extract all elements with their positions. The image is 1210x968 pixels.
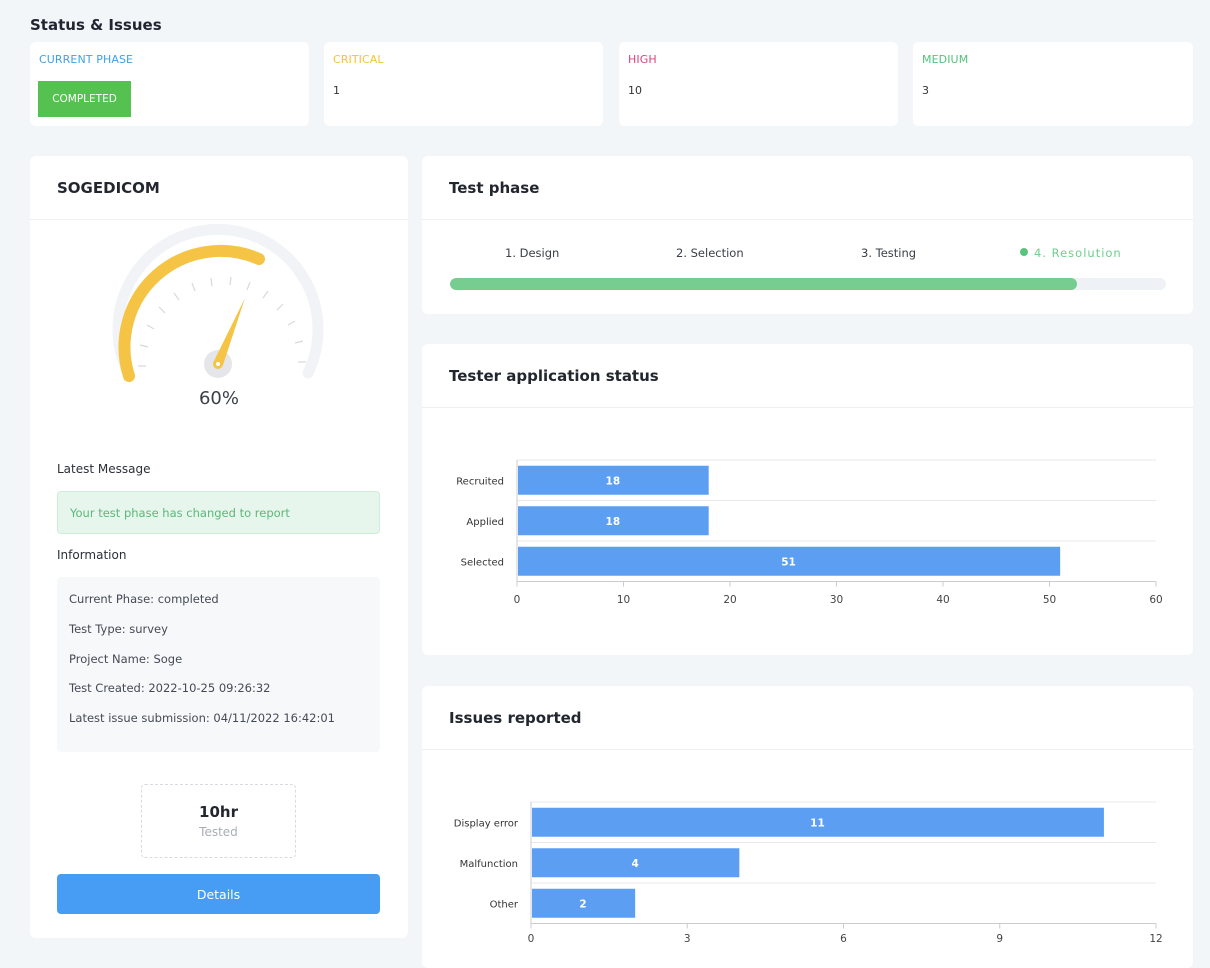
- category-label: Recruited: [456, 476, 504, 487]
- x-tick-label: 12: [1149, 933, 1162, 945]
- x-tick-label: 60: [1149, 594, 1162, 606]
- x-tick-label: 0: [528, 933, 535, 945]
- bar-value-label: 51: [781, 556, 796, 568]
- tester-status-panel: Tester application status 0 10 20 30 40 50 60 1…: [422, 344, 1193, 655]
- gauge-ticks: [138, 276, 306, 367]
- phase-progress-bar: [450, 278, 1166, 290]
- test-phase-panel: Test phase 1. Design 2. Selection 3. Tes…: [422, 156, 1193, 314]
- x-tick-label: 30: [830, 594, 843, 606]
- bar-selected: [518, 546, 1061, 576]
- category-label: Applied: [466, 517, 504, 528]
- tester-status-title: Tester application status: [422, 344, 1193, 408]
- x-tick-label: 3: [684, 933, 691, 945]
- bar-malfunction: [532, 848, 740, 878]
- info-current-phase: Current Phase: completed: [69, 592, 219, 606]
- bar-value-label: 11: [810, 817, 825, 829]
- info-project-name: Project Name: Soge: [69, 652, 183, 666]
- information-title: Information: [57, 548, 127, 562]
- phase-step-resolution: 4. Resolution: [1020, 246, 1122, 260]
- x-tick-label: 20: [723, 594, 736, 606]
- bar-recruited: [518, 465, 709, 495]
- bar-value-label: 2: [579, 898, 586, 910]
- info-latest-issue: Latest issue submission: 04/11/2022 16:4…: [69, 711, 335, 725]
- phase-progress-fill: [450, 278, 1077, 290]
- gauge-track: [112, 223, 324, 379]
- phase-step-testing: 3. Testing: [861, 246, 917, 260]
- stat-value-high: 10: [628, 84, 642, 97]
- bar-value-label: 4: [632, 858, 639, 870]
- category-label: Display error: [454, 818, 519, 829]
- gauge-fill: [118, 244, 265, 382]
- stat-label-critical: CRITICAL: [333, 53, 384, 66]
- x-tick-label: 10: [617, 594, 630, 606]
- project-name: SOGEDICOM: [30, 156, 408, 220]
- category-label: Other: [490, 899, 519, 910]
- stat-card-high: HIGH 10: [619, 42, 898, 126]
- issues-reported-panel: Issues reported 0 3 6 9 12 11 Display error 4 Ma…: [422, 686, 1193, 968]
- stat-value-critical: 1: [333, 84, 340, 97]
- bar-value-label: 18: [606, 475, 621, 487]
- information-box: Current Phase: completed Test Type: surv…: [57, 577, 380, 752]
- bar-applied: [518, 506, 709, 536]
- phase-step-design: 1. Design: [505, 246, 560, 260]
- stat-label-medium: MEDIUM: [922, 53, 969, 66]
- page-title: Status & Issues: [30, 16, 162, 34]
- gauge-percent-label: 60%: [199, 388, 239, 409]
- x-tick-label: 0: [514, 594, 521, 606]
- stat-card-critical: CRITICAL 1: [324, 42, 603, 126]
- x-tick-label: 50: [1043, 594, 1056, 606]
- tested-hours-label: Tested: [199, 825, 238, 839]
- project-panel: SOGEDICOM: [30, 156, 408, 938]
- stat-label-current-phase: CURRENT PHASE: [39, 53, 134, 66]
- gauge-needle: [213, 298, 245, 365]
- issues-reported-title: Issues reported: [422, 686, 1193, 750]
- info-test-type: Test Type: survey: [69, 622, 168, 636]
- progress-gauge: 60%: [30, 220, 408, 420]
- phase-step-selection: 2. Selection: [676, 246, 744, 260]
- tested-hours-box: 10hr Tested: [141, 784, 296, 858]
- x-tick-label: 40: [936, 594, 949, 606]
- issues-reported-chart: 0 3 6 9 12 11 Display error 4 Malfunction 2 Other: [454, 801, 1163, 945]
- info-test-created: Test Created: 2022-10-25 09:26:32: [69, 681, 271, 695]
- test-phase-title: Test phase: [422, 156, 1193, 220]
- details-button[interactable]: Details: [57, 874, 380, 914]
- bar-value-label: 18: [606, 516, 621, 528]
- category-label: Selected: [461, 557, 504, 568]
- phase-step-resolution-label: 4. Resolution: [1034, 246, 1122, 260]
- stat-value-medium: 3: [922, 84, 929, 97]
- tester-status-chart: 0 10 20 30 40 50 60 18 Recruited 18 Applied 51 Selec…: [456, 459, 1163, 606]
- active-step-dot-icon: [1020, 248, 1028, 256]
- latest-message-box: Your test phase has changed to report: [57, 491, 380, 534]
- stat-label-high: HIGH: [628, 53, 657, 66]
- tested-hours-value: 10hr: [199, 803, 238, 821]
- stat-card-medium: MEDIUM 3: [913, 42, 1193, 126]
- phase-status-badge: COMPLETED: [38, 81, 131, 117]
- bar-display-error: [532, 807, 1104, 837]
- bar-other: [532, 888, 636, 918]
- stat-card-current-phase: CURRENT PHASE COMPLETED: [30, 42, 309, 126]
- category-label: Malfunction: [460, 859, 518, 870]
- gauge-hub-center: [216, 362, 220, 366]
- x-tick-label: 6: [840, 933, 847, 945]
- latest-message-title: Latest Message: [57, 462, 151, 476]
- x-tick-label: 9: [996, 933, 1003, 945]
